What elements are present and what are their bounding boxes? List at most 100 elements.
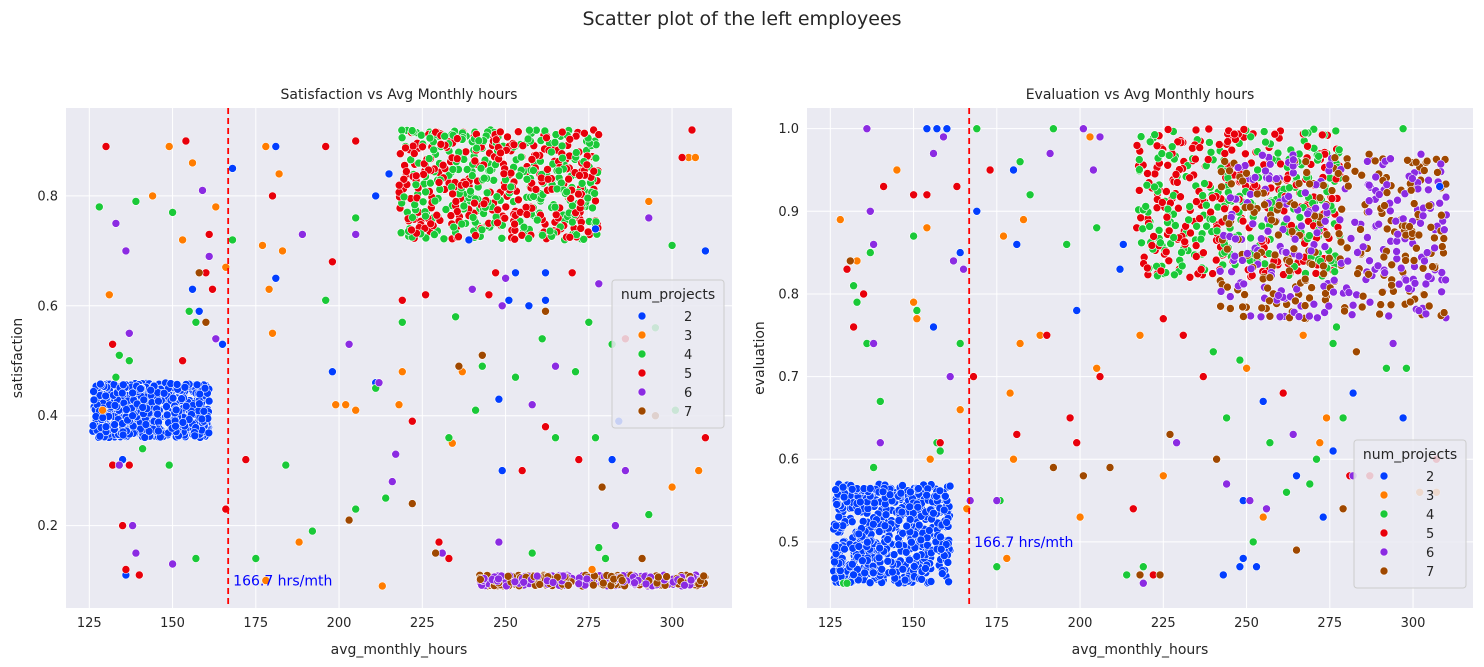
data-point: [1365, 256, 1374, 266]
data-point: [929, 508, 938, 518]
data-point: [1173, 178, 1182, 187]
data-point: [1012, 430, 1022, 439]
data-point: [1135, 330, 1145, 340]
data-point: [461, 180, 471, 189]
data-point: [454, 232, 463, 241]
data-point: [952, 182, 962, 191]
data-point: [1375, 190, 1384, 199]
data-point: [1062, 240, 1071, 249]
data-point: [1297, 221, 1306, 231]
data-point: [1241, 149, 1250, 159]
data-point: [667, 241, 677, 250]
data-point: [128, 411, 137, 421]
data-point: [1049, 124, 1058, 133]
data-point: [408, 213, 417, 222]
data-point: [89, 395, 99, 405]
data-point: [1164, 151, 1174, 160]
data-point: [1418, 211, 1428, 221]
y-tick-label: 0.2: [37, 519, 58, 534]
data-point: [146, 385, 155, 395]
data-point: [444, 433, 454, 443]
data-point: [1191, 125, 1201, 135]
data-point: [1238, 216, 1248, 226]
data-point: [547, 147, 556, 157]
data-point: [1356, 225, 1365, 234]
data-point: [1222, 413, 1231, 423]
data-point: [384, 169, 394, 179]
data-point: [587, 565, 597, 574]
data-point: [89, 387, 98, 396]
data-point: [849, 281, 858, 291]
data-point: [397, 295, 407, 305]
data-point: [1257, 303, 1267, 313]
data-point: [667, 482, 677, 492]
data-point: [251, 554, 261, 563]
data-point: [579, 235, 589, 244]
x-tick-label: 275: [576, 616, 601, 631]
data-point: [1346, 234, 1356, 243]
data-point: [701, 433, 710, 443]
data-point: [432, 210, 442, 220]
data-point: [1331, 126, 1341, 136]
data-point: [321, 295, 331, 305]
data-point: [1439, 234, 1449, 243]
data-point: [1238, 176, 1247, 186]
data-point: [662, 572, 671, 581]
data-point: [1401, 275, 1411, 285]
data-point: [894, 540, 904, 550]
legend: num_projects 2 3 4 5 6 7: [1353, 439, 1467, 589]
data-point: [396, 228, 406, 237]
data-point: [514, 171, 524, 180]
data-point: [972, 207, 982, 216]
data-point: [261, 142, 271, 151]
data-point: [177, 394, 186, 404]
data-point: [892, 165, 902, 175]
data-point: [865, 207, 875, 216]
data-point: [1248, 537, 1258, 547]
data-point: [344, 339, 354, 349]
data-point: [110, 401, 120, 410]
data-point: [1196, 265, 1206, 274]
data-point: [1246, 311, 1255, 321]
data-point: [870, 498, 879, 508]
subplot-title: Evaluation vs Avg Monthly hours: [1026, 87, 1255, 103]
data-point: [514, 195, 523, 205]
data-point: [1215, 266, 1225, 276]
data-point: [494, 574, 503, 584]
data-point: [1227, 267, 1236, 277]
data-point: [153, 409, 162, 419]
data-point: [504, 295, 514, 305]
data-point: [563, 580, 573, 590]
data-point: [1223, 244, 1232, 254]
data-point: [1203, 155, 1213, 164]
data-point: [180, 382, 190, 392]
data-point: [397, 367, 407, 377]
data-point: [1374, 219, 1383, 229]
data-point: [849, 322, 858, 332]
data-point: [541, 268, 550, 278]
data-point: [125, 328, 134, 338]
data-point: [1159, 471, 1168, 481]
data-point: [1291, 296, 1300, 306]
legend-marker: [637, 311, 647, 321]
data-point: [591, 224, 600, 234]
data-point: [862, 124, 872, 133]
data-point: [1402, 363, 1411, 373]
data-point: [1439, 308, 1449, 317]
scatter-points: [88, 125, 710, 591]
data-point: [1202, 200, 1211, 210]
data-point: [168, 393, 178, 403]
data-point: [472, 143, 481, 153]
data-point: [1424, 201, 1434, 211]
data-point: [1145, 137, 1155, 147]
data-point: [1095, 132, 1105, 142]
data-point: [1002, 554, 1012, 563]
x-tick-label: 250: [1234, 616, 1259, 631]
data-point: [922, 490, 932, 500]
data-point: [344, 515, 354, 525]
data-point: [1309, 299, 1319, 309]
data-point: [466, 186, 475, 196]
data-point: [1380, 201, 1389, 210]
data-point: [1382, 363, 1391, 373]
data-point: [1159, 314, 1168, 324]
